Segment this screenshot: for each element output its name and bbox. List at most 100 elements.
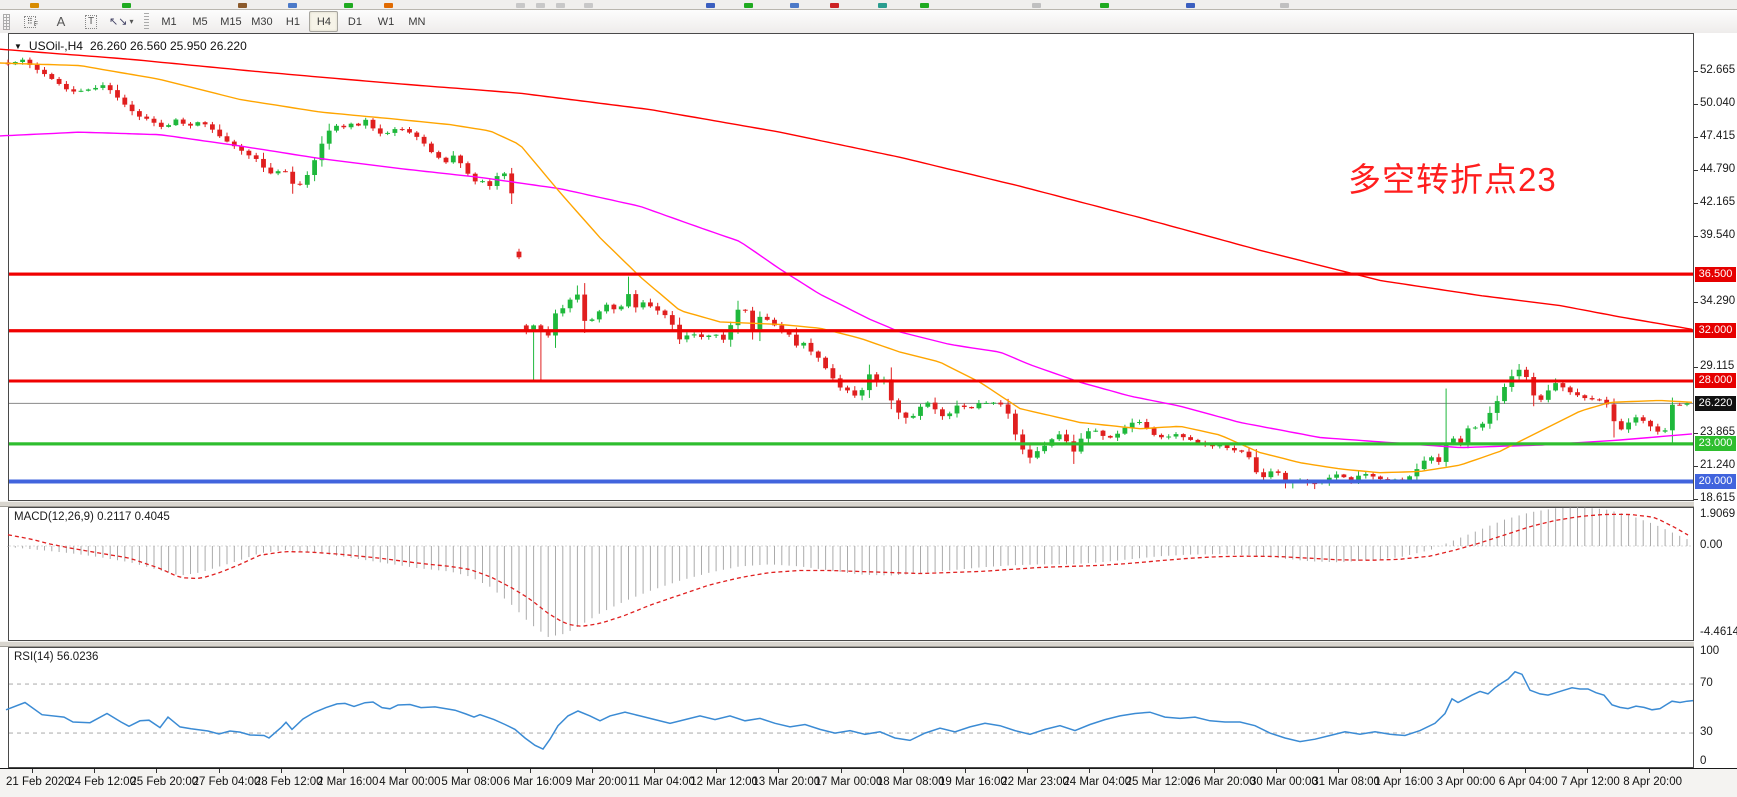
time-tick-mark: [405, 769, 407, 773]
panel-splitter[interactable]: [0, 641, 1694, 647]
time-tick-mark: [591, 769, 593, 773]
time-tick-label: 21 Feb 2020: [6, 776, 71, 788]
price-level-badge: 36.500: [1695, 266, 1736, 282]
timeframe-button-h1[interactable]: H1: [285, 15, 300, 28]
toolbar-separator-grip[interactable]: [144, 12, 150, 31]
time-tick-mark: [343, 769, 344, 773]
timeframe-button-mn[interactable]: MN: [408, 15, 426, 28]
price-tick-label: 34.290: [1700, 294, 1736, 307]
macd-chart-canvas[interactable]: [0, 507, 1694, 641]
time-tick-label: 11 Mar 04:00: [628, 776, 695, 788]
price-tick-label: 44.790: [1700, 162, 1736, 175]
time-tick-label: 13 Mar 20:00: [752, 776, 821, 788]
collapse-triangle-icon[interactable]: ▼: [14, 41, 22, 51]
candlestick-chart-canvas[interactable]: [0, 33, 1694, 501]
time-tick-mark: [965, 769, 966, 773]
clipped-toolbar-icon: [790, 3, 799, 8]
price-tick-label: 23.865: [1700, 425, 1736, 438]
time-tick-mark: [32, 769, 33, 773]
price-tick-label: 21.240: [1700, 458, 1736, 471]
rsi-tick-label: 70: [1700, 677, 1713, 690]
time-tick-label: 27 Feb 04:00: [192, 776, 261, 788]
price-level-badge: 23.000: [1695, 436, 1736, 452]
price-level-badge: 32.000: [1695, 323, 1736, 339]
text-tool-button[interactable]: T: [78, 11, 104, 32]
arrows-icon: ↖↘: [109, 16, 128, 28]
macd-label: MACD(12,26,9) 0.2117 0.4045: [14, 511, 170, 523]
time-tick-mark: [1400, 769, 1402, 773]
clipped-toolbar-icon: [878, 3, 887, 8]
clipped-toolbar-icon: [344, 3, 353, 8]
clipped-toolbar-icon: [1186, 3, 1195, 8]
price-level-badge: 20.000: [1695, 474, 1736, 490]
time-tick-mark: [840, 769, 842, 773]
timeframe-button-m1[interactable]: M1: [161, 15, 177, 28]
price-tick-label: 39.540: [1700, 228, 1736, 241]
clipped-toolbar-icon: [1100, 3, 1109, 8]
time-tick-label: 19 Mar 16:00: [939, 776, 1007, 788]
clipped-toolbar-icon: [288, 3, 297, 8]
time-tick-label: 5 Mar 08:00: [441, 776, 503, 788]
clipped-toolbar-icon: [706, 3, 715, 8]
time-tick-label: 22 Mar 23:00: [1001, 776, 1069, 788]
rsi-tick-label: 0: [1700, 755, 1707, 767]
price-tick-mark: [1694, 235, 1698, 237]
price-level-badge: 28.000: [1695, 373, 1736, 389]
timeframe-button-m5[interactable]: M5: [192, 15, 208, 28]
time-tick-label: 25 Feb 20:00: [130, 776, 199, 788]
time-tick-mark: [716, 769, 718, 773]
time-tick-mark: [1089, 769, 1091, 773]
price-tick-label: 42.165: [1700, 195, 1736, 208]
time-tick-label: 24 Feb 12:00: [68, 776, 136, 788]
price-axis[interactable]: 52.665 50.040 47.415 44.790 42.165 39.540 34.2…: [1694, 33, 1737, 768]
clipped-toolbar-icon: [516, 3, 525, 8]
time-tick-label: 18 Mar 08:00: [876, 776, 945, 788]
price-tick-mark: [1694, 432, 1698, 434]
timeframe-button-m15[interactable]: M15: [220, 15, 242, 28]
time-axis[interactable]: 21 Feb 2020 24 Feb 12:00 25 Feb 20:00 27 Fe…: [0, 768, 1737, 797]
time-tick-mark: [1338, 769, 1340, 773]
clipped-toolbar-icon: [30, 3, 39, 8]
label-tool-button[interactable]: A: [48, 11, 74, 32]
toolbar: ⠿ F A T ↖↘ ▾ M1 M5 M15 M30 H1 H4 D1 W1 MN: [0, 10, 1737, 34]
toolbar-grip[interactable]: [3, 13, 10, 30]
new-chart-grid-icon[interactable]: ⠿ F: [18, 11, 44, 32]
price-tick-label: 50.040: [1700, 97, 1736, 109]
price-tick-label: 29.115: [1700, 359, 1735, 372]
price-level-badge: 26.220: [1695, 395, 1736, 411]
clipped-toolbar-icon: [584, 3, 593, 8]
clipped-toolbar-icon: [1280, 3, 1289, 8]
rsi-chart-canvas[interactable]: [0, 647, 1694, 768]
main-chart-panel[interactable]: [0, 33, 1694, 501]
price-tick-label: 52.665: [1700, 64, 1736, 76]
time-tick-mark: [529, 769, 531, 773]
clipped-toolbar-icon: [122, 3, 131, 8]
time-tick-label: 12 Mar 12:00: [690, 776, 758, 788]
timeframe-button-h4[interactable]: H4: [309, 11, 339, 32]
price-tick-mark: [1694, 104, 1698, 105]
time-tick-label: 17 Mar 00:00: [814, 776, 883, 788]
price-tick-mark: [1694, 202, 1698, 204]
timeframe-button-m30[interactable]: M30: [251, 15, 273, 28]
time-tick-label: 4 Mar 00:00: [379, 776, 441, 788]
macd-tick-label: 0.00: [1700, 539, 1723, 551]
text-tool-icon: T: [84, 14, 98, 29]
timeframe-button-w1[interactable]: W1: [377, 15, 395, 28]
clipped-toolbar-strip[interactable]: [0, 0, 1737, 10]
time-tick-label: 3 Apr 00:00: [1436, 776, 1496, 788]
timeframe-bar: M1 M5 M15 M30 H1 H4 D1 W1 MN: [153, 11, 432, 32]
panel-splitter[interactable]: [0, 501, 1694, 507]
time-tick-mark: [280, 769, 282, 773]
macd-panel[interactable]: [0, 507, 1694, 641]
time-tick-label: 26 Mar 20:00: [1187, 776, 1256, 788]
rsi-panel[interactable]: [0, 647, 1694, 768]
price-tick-mark: [1694, 465, 1698, 467]
macd-tick-label: -4.4614: [1700, 626, 1737, 638]
arrow-tools-button[interactable]: ↖↘ ▾: [108, 11, 134, 32]
time-tick-mark: [1524, 769, 1526, 773]
time-tick-label: 2 Mar 16:00: [317, 776, 379, 788]
price-tick-label: 18.615: [1700, 491, 1736, 504]
price-tick-mark: [1694, 301, 1698, 303]
timeframe-button-d1[interactable]: D1: [347, 15, 362, 28]
time-tick-label: 7 Apr 12:00: [1561, 776, 1620, 788]
